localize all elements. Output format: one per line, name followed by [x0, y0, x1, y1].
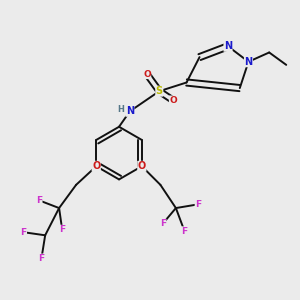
Text: O: O [143, 70, 151, 79]
Text: O: O [169, 96, 177, 105]
Text: F: F [160, 219, 166, 228]
Text: N: N [244, 57, 253, 67]
Text: O: O [92, 161, 100, 171]
Text: H: H [117, 105, 124, 114]
Text: F: F [182, 227, 188, 236]
Text: O: O [138, 161, 146, 171]
Text: F: F [195, 200, 201, 209]
Text: F: F [36, 196, 42, 205]
Text: N: N [224, 41, 232, 51]
Text: F: F [38, 254, 44, 263]
Text: F: F [20, 228, 27, 237]
Text: S: S [156, 86, 163, 96]
Text: F: F [59, 225, 65, 234]
Text: N: N [126, 106, 134, 116]
